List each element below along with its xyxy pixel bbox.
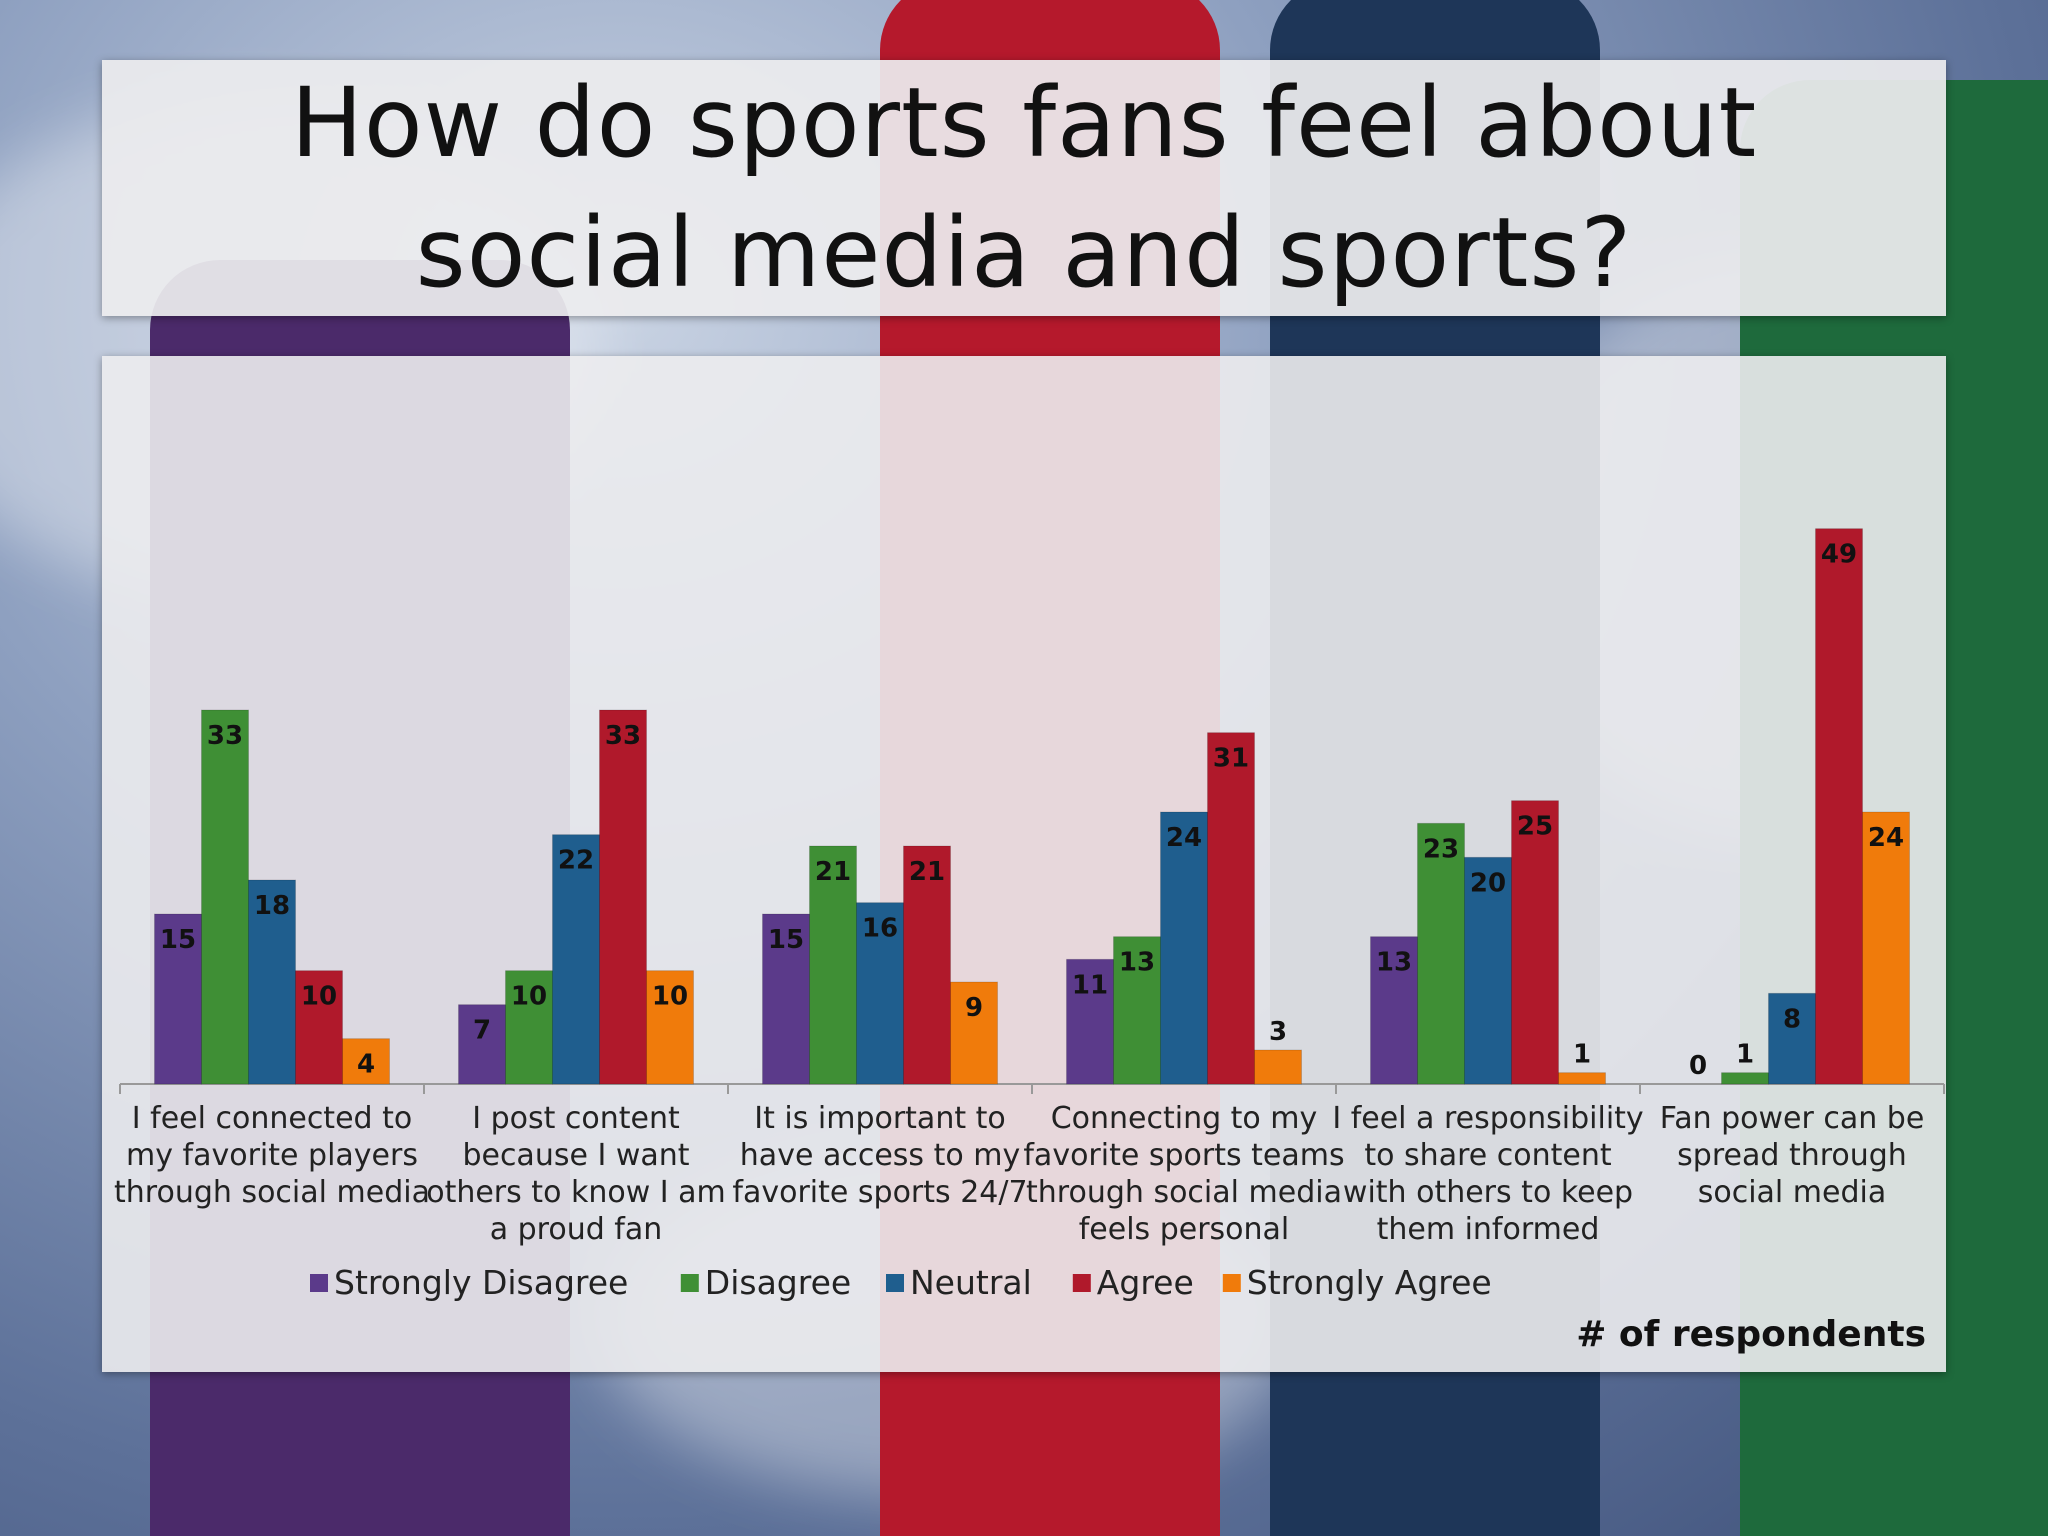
bar-strongly-agree [1558, 1072, 1606, 1085]
bar-agree [1511, 800, 1559, 1085]
data-label: 16 [862, 914, 898, 944]
axis-note: # of respondents [1576, 1314, 1926, 1355]
bar-neutral [856, 902, 904, 1085]
bar-agree [295, 970, 343, 1085]
bar-neutral [1768, 992, 1816, 1085]
x-tick-label: feels personal [1079, 1212, 1290, 1247]
legend-item: Strongly Disagree [334, 1263, 628, 1302]
data-label: 8 [1783, 1004, 1801, 1034]
bar-agree [1207, 732, 1255, 1085]
bar-strongly-agree [950, 981, 998, 1085]
legend-swatch [1222, 1274, 1241, 1292]
bar-strongly-disagree [154, 913, 202, 1085]
bar-disagree [1417, 822, 1465, 1085]
bar-agree [903, 845, 951, 1085]
legend-item: Strongly Agree [1247, 1263, 1492, 1302]
data-label: 21 [909, 857, 945, 887]
legend-swatch [1072, 1274, 1091, 1292]
x-tick-label: favorite sports 24/7 [732, 1175, 1027, 1210]
x-tick-label: because I want [462, 1138, 689, 1173]
bar-neutral [552, 834, 600, 1085]
data-label: 24 [1166, 823, 1202, 853]
data-label: 25 [1517, 812, 1553, 842]
x-tick-label: favorite sports teams [1023, 1138, 1344, 1173]
data-label: 1 [1573, 1040, 1591, 1070]
bar-strongly-disagree [762, 913, 810, 1085]
data-label: 11 [1072, 970, 1108, 1000]
data-label: 23 [1423, 834, 1459, 864]
data-label: 33 [207, 721, 243, 751]
data-label: 33 [605, 721, 641, 751]
x-tick-label: have access to my [740, 1138, 1020, 1173]
x-tick-label: my favorite players [126, 1138, 418, 1173]
chart-panel: 15 33 18 10 4 I feel connected to my favorite … [102, 356, 1946, 1372]
bar-agree [1815, 528, 1863, 1085]
bar-disagree [505, 970, 553, 1085]
data-label: 1 [1736, 1040, 1754, 1070]
x-tick-label: Fan power can be [1660, 1101, 1925, 1136]
x-tick-label: others to know I am [426, 1175, 726, 1210]
legend-swatch [680, 1274, 699, 1292]
bar-strongly-agree [1254, 1049, 1302, 1085]
data-label: 9 [965, 993, 983, 1023]
data-label: 15 [768, 925, 804, 955]
x-tick-label: spread through [1677, 1138, 1907, 1173]
data-label: 31 [1213, 744, 1249, 774]
data-label: 4 [357, 1050, 375, 1080]
bar-disagree [201, 709, 249, 1085]
data-label: 24 [1868, 823, 1904, 853]
x-tick-label: I feel connected to [132, 1101, 412, 1136]
data-label: 10 [301, 982, 337, 1012]
x-tick-label: Connecting to my [1051, 1101, 1318, 1136]
bar-neutral [248, 879, 296, 1085]
data-label: 20 [1470, 868, 1506, 898]
bar-strongly-agree [1862, 811, 1910, 1085]
legend-swatch [310, 1274, 328, 1292]
data-label: 7 [473, 1016, 491, 1046]
x-tick-label: them informed [1377, 1212, 1600, 1247]
bar-strongly-disagree [458, 1004, 506, 1085]
bar-neutral [1464, 856, 1512, 1085]
bar-neutral [1160, 811, 1208, 1085]
bar-disagree [809, 845, 857, 1085]
x-tick-label: social media [1698, 1175, 1887, 1210]
data-label: 22 [558, 846, 594, 876]
data-label: 3 [1269, 1017, 1287, 1047]
data-label: 18 [254, 891, 290, 921]
bar-disagree [1113, 936, 1161, 1085]
title-panel: How do sports fans feel about social med… [102, 60, 1946, 316]
data-label: 13 [1119, 948, 1155, 978]
legend-item: Disagree [705, 1263, 851, 1302]
data-label: 15 [160, 925, 196, 955]
bar-disagree [1721, 1072, 1769, 1085]
bar-strongly-agree [342, 1038, 390, 1085]
x-tick-label: a proud fan [490, 1212, 663, 1247]
data-label: 21 [815, 857, 851, 887]
page-title: How do sports fans feel about social med… [290, 67, 1758, 309]
legend-swatch [886, 1274, 904, 1292]
bar-strongly-disagree [1370, 936, 1418, 1085]
legend-item: Neutral [910, 1263, 1032, 1302]
x-tick-label: with others to keep [1343, 1175, 1633, 1210]
x-tick-label: to share content [1364, 1138, 1611, 1173]
x-tick-label: I feel a responsibility [1332, 1101, 1643, 1136]
bar-strongly-disagree [1066, 958, 1114, 1085]
data-label: 10 [652, 982, 688, 1012]
x-tick-label: through social media [1026, 1175, 1342, 1210]
bar-strongly-agree [646, 970, 694, 1085]
x-tick-label: I post content [472, 1101, 680, 1136]
bar-agree [599, 709, 647, 1085]
data-label: 10 [511, 982, 547, 1012]
data-label: 0 [1689, 1051, 1707, 1081]
x-tick-label: It is important to [754, 1101, 1006, 1136]
x-tick-label: through social media [114, 1175, 430, 1210]
data-label: 49 [1821, 540, 1857, 570]
legend-item: Agree [1097, 1263, 1194, 1302]
data-label: 13 [1376, 948, 1412, 978]
